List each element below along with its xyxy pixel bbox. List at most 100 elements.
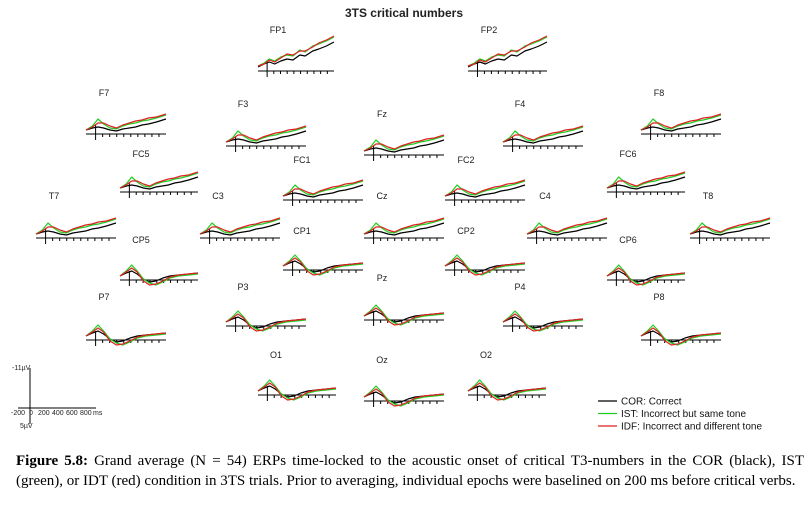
electrode-label: FC2 (457, 155, 474, 165)
erp-trace-ist (199, 218, 281, 235)
figure-title: 3TS critical numbers (345, 6, 463, 20)
scale-tick-label: ms (93, 410, 103, 417)
erp-plot-cz: Cz (363, 191, 445, 244)
legend: COR: Correct IST: Incorrect but same ton… (598, 397, 762, 433)
erp-trace-idf (526, 217, 608, 235)
erp-trace-idf (689, 217, 771, 235)
erp-trace-idf (119, 267, 199, 286)
electrode-label: Fz (377, 109, 387, 119)
erp-plot-fc5: FC5 (119, 149, 199, 198)
electrode-label: F3 (238, 99, 249, 109)
erp-plot-cp1: CP1 (282, 226, 364, 276)
erp-trace-idf (199, 217, 281, 235)
erp-plot-cp2: CP2 (444, 226, 526, 276)
erp-trace-cor (689, 222, 771, 236)
erp-trace-idf (444, 179, 526, 197)
scale-bar-neg-label: -11µV (12, 365, 31, 372)
electrode-label: Cz (377, 191, 388, 201)
electrode-label: CP1 (293, 226, 311, 236)
erp-plot-o2: O2 (467, 350, 547, 401)
scale-bar: -11µV 5µV -200 0 200 400 600 800 ms (11, 365, 103, 430)
electrode-label: CP5 (132, 235, 150, 245)
electrode-label: Pz (377, 273, 388, 283)
erp-plot-fc1: FC1 (282, 155, 364, 206)
electrode-label: FC6 (619, 149, 636, 159)
erp-trace-cor (85, 118, 167, 132)
erp-trace-idf (119, 171, 199, 189)
electrode-label: P4 (514, 282, 525, 292)
scale-tick-label: 600 (66, 410, 78, 417)
erp-plot-p4: P4 (502, 282, 584, 332)
erp-trace-ist (444, 180, 526, 197)
electrode-label: F8 (654, 88, 665, 98)
erp-trace-idf (363, 134, 445, 152)
erp-trace-ist (606, 172, 686, 189)
erp-trace-idf (606, 267, 686, 286)
erp-plot-fp2: FP2 (467, 25, 548, 77)
erp-plot-fp1: FP1 (257, 25, 335, 77)
erp-plot-fz: Fz (363, 109, 445, 161)
erp-trace-idf (502, 313, 584, 332)
erp-trace-ist (282, 180, 364, 197)
erp-plot-cp5: CP5 (119, 235, 199, 286)
scale-tick-label: 800 (80, 410, 92, 417)
electrode-label: O2 (480, 350, 492, 360)
erp-trace-cor (526, 222, 608, 236)
electrode-label: CP6 (619, 235, 637, 245)
erp-figure: 3TS critical numbers FP1 FP2 F7 F3 Fz F4 F8 FC5… (11, 6, 771, 433)
erp-plot-f3: F3 (225, 99, 307, 152)
erp-trace-cor (363, 222, 445, 236)
erp-trace-idf (35, 217, 117, 235)
scale-bar-pos-label: 5µV (20, 423, 33, 430)
electrode-label: T8 (703, 191, 714, 201)
erp-trace-idf (257, 35, 335, 67)
erp-plot-c4: C4 (526, 191, 608, 244)
erp-trace-cor (640, 118, 722, 132)
erp-plot-oz: Oz (363, 355, 445, 407)
erp-trace-ist (35, 218, 117, 235)
erp-plot-t8: T8 (689, 191, 771, 244)
erp-trace-ist (257, 36, 335, 67)
erp-plot-fc6: FC6 (606, 149, 686, 198)
electrode-label: C3 (212, 191, 224, 201)
erp-trace-idf (606, 171, 686, 189)
erp-trace-cor (467, 41, 548, 68)
erp-trace-idf (363, 307, 445, 326)
caption-label: Figure 5.8: (16, 453, 89, 469)
electrode-label: Oz (376, 355, 388, 365)
legend-label-cor: COR: Correct (621, 397, 682, 408)
electrode-label: F7 (99, 88, 110, 98)
erp-trace-cor (119, 176, 199, 190)
erp-plot-f8: F8 (640, 88, 722, 140)
erp-trace-ist (225, 126, 307, 143)
scale-tick-label: 200 (38, 410, 50, 417)
figure-caption: Figure 5.8: Grand average (N = 54) ERPs … (16, 452, 804, 491)
erp-trace-idf (257, 382, 337, 401)
erp-trace-ist (526, 218, 608, 235)
erp-trace-ist (689, 218, 771, 235)
caption-text: Grand average (N = 54) ERPs time-locked … (16, 453, 805, 489)
electrode-label: P7 (98, 292, 109, 302)
legend-label-ist: IST: Incorrect but same tone (621, 409, 746, 420)
erp-trace-idf (225, 313, 307, 332)
electrode-label: P3 (237, 282, 248, 292)
erp-trace-ist (467, 36, 548, 67)
electrode-label: T7 (49, 191, 60, 201)
electrode-label: FP1 (270, 25, 287, 35)
electrode-label: FP2 (481, 25, 498, 35)
erp-trace-idf (282, 257, 364, 276)
scale-tick-label: 400 (52, 410, 64, 417)
erp-trace-ist (119, 172, 199, 189)
erp-plot-cp6: CP6 (606, 235, 686, 286)
electrode-label: F4 (515, 99, 526, 109)
electrode-label: O1 (270, 350, 282, 360)
legend-label-idf: IDF: Incorrect and different tone (621, 422, 762, 433)
erp-trace-idf (363, 388, 445, 407)
erp-trace-idf (640, 327, 722, 346)
erp-plot-o1: O1 (257, 350, 337, 401)
erp-trace-idf (85, 327, 167, 346)
erp-trace-idf (363, 217, 445, 235)
erp-trace-cor (225, 130, 307, 144)
scale-tick-label: 0 (29, 410, 33, 417)
erp-trace-cor (282, 184, 364, 198)
